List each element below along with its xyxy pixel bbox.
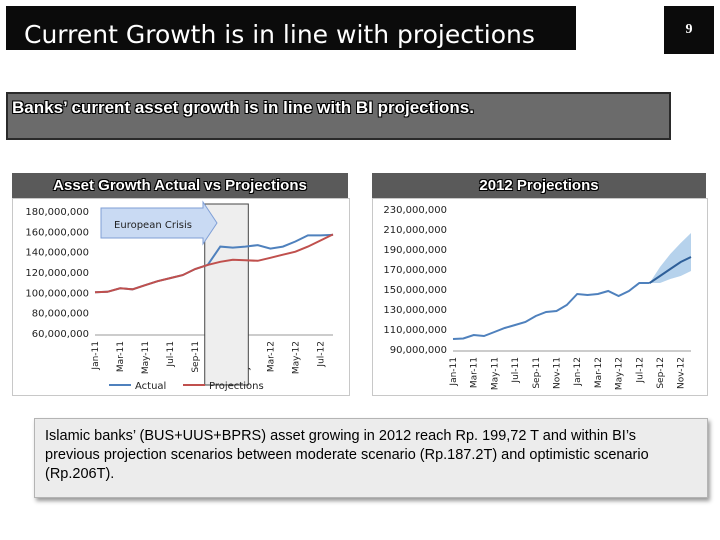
x-tick-label: Sep-12	[656, 357, 666, 389]
y-tick-label: 110,000,000	[383, 325, 447, 336]
y-tick-label: 170,000,000	[383, 265, 447, 276]
y-tick-label: 80,000,000	[32, 309, 89, 320]
note-box: Islamic banks’ (BUS+UUS+BPRS) asset grow…	[34, 418, 708, 498]
legend-label-projections: Projections	[209, 381, 264, 392]
projections-2012-chart: 230,000,000 210,000,000 190,000,000 170,000…	[383, 205, 692, 390]
y-tick-label: 140,000,000	[25, 248, 89, 259]
y-tick-label: 230,000,000	[383, 205, 447, 216]
x-tick-label: Sep-11	[532, 357, 542, 389]
left-chart-title: Asset Growth Actual vs Projections	[12, 173, 348, 198]
x-tick-label: Mar-11	[116, 341, 126, 372]
y-tick-label: 160,000,000	[25, 227, 89, 238]
y-tick-label: 150,000,000	[383, 285, 447, 296]
y-tick-label: 130,000,000	[383, 305, 447, 316]
right-chart-title: 2012 Projections	[372, 173, 706, 198]
x-tick-label: Jul-12	[316, 341, 326, 368]
left-chart-box: 180,000,000 160,000,000 140,000,000 120,000…	[12, 198, 350, 396]
projection-band	[649, 233, 691, 283]
x-tick-label: Nov-11	[552, 357, 562, 389]
x-tick-label: Jul-12	[635, 357, 645, 384]
x-tick-label: May-12	[291, 341, 301, 374]
title-bar: Current Growth is in line with projectio…	[6, 6, 576, 50]
series-line-projection	[649, 256, 692, 284]
y-tick-label: 60,000,000	[32, 329, 89, 340]
slide-title: Current Growth is in line with projectio…	[24, 20, 535, 49]
x-tick-label: Nov-12	[677, 357, 687, 389]
y-tick-label: 180,000,000	[25, 207, 89, 218]
note-text: Islamic banks’ (BUS+UUS+BPRS) asset grow…	[45, 428, 649, 482]
x-tick-label: May-11	[490, 357, 500, 390]
y-tick-label: 210,000,000	[383, 225, 447, 236]
european-crisis-arrow	[100, 200, 218, 246]
x-tick-label: Jan-11	[449, 357, 459, 387]
x-tick-label: May-11	[141, 341, 151, 374]
x-tick-label: May-12	[615, 357, 625, 390]
x-tick-label: Jul-11	[166, 341, 176, 368]
x-tick-label: Mar-11	[470, 357, 480, 388]
x-tick-label: Mar-12	[594, 357, 604, 388]
x-tick-label: Sep-11	[191, 341, 201, 373]
legend-label-actual: Actual	[135, 381, 166, 392]
x-tick-label: Mar-12	[266, 341, 276, 372]
series-line-projections	[94, 233, 334, 294]
european-crisis-label: European Crisis	[114, 220, 192, 231]
right-chart-box: 230,000,000 210,000,000 190,000,000 170,000…	[372, 198, 708, 396]
asset-growth-chart: 180,000,000 160,000,000 140,000,000 120,000…	[25, 200, 334, 392]
y-tick-label: 190,000,000	[383, 245, 447, 256]
y-tick-label: 100,000,000	[25, 288, 89, 299]
x-tick-label: Jan-11	[91, 341, 101, 371]
y-tick-label: 90,000,000	[390, 345, 447, 356]
callout-box: Banks’ current asset growth is in line w…	[6, 92, 671, 140]
page-number: 9	[664, 6, 714, 54]
x-tick-label: Jan-12	[573, 357, 583, 387]
series-line-actual	[452, 282, 650, 340]
y-tick-label: 120,000,000	[25, 268, 89, 279]
callout-text: Banks’ current asset growth is in line w…	[12, 98, 474, 117]
european-crisis-highlight	[204, 203, 249, 386]
x-tick-label: Jul-11	[511, 357, 521, 384]
